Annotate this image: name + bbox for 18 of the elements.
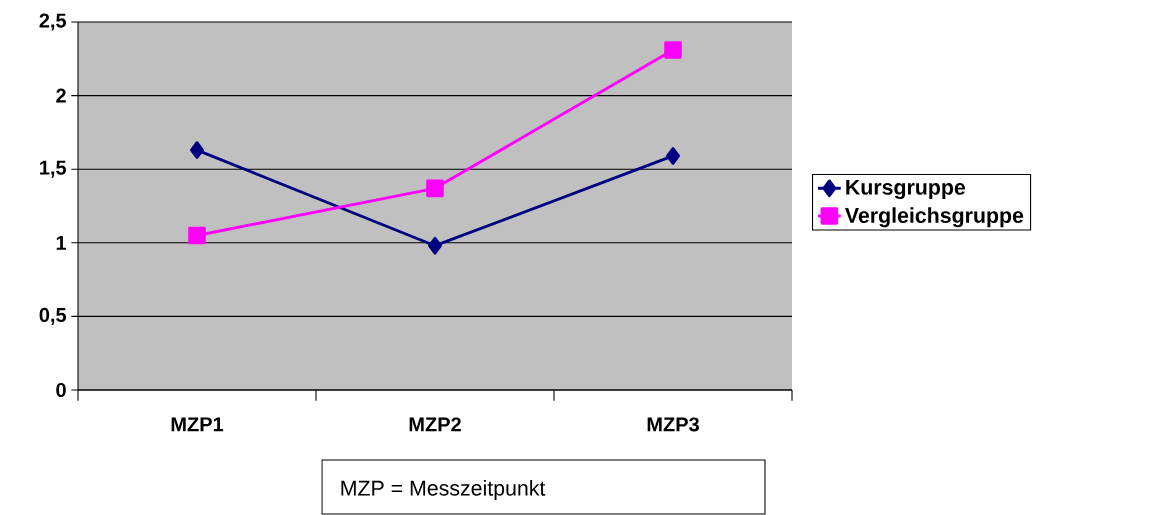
- y-tick-label: 1: [56, 235, 67, 250]
- y-tick-label: 0: [56, 382, 66, 398]
- y-tick-label: 1,5: [40, 160, 67, 178]
- point: [426, 179, 444, 198]
- x-tick-label: MZP1: [171, 417, 224, 432]
- point: [428, 236, 442, 255]
- text: MZP = Messzeitpunkt: [341, 480, 546, 500]
- point: [188, 226, 206, 245]
- y-tick-label: 2: [56, 88, 66, 103]
- y-tick-label: 0,5: [39, 307, 67, 325]
- legend-label: Vergleichsgruppe: [845, 207, 1024, 228]
- point: [190, 141, 204, 159]
- point: [664, 41, 682, 59]
- x-tick-label: MZP2: [409, 417, 461, 432]
- y-tick-label: 2,5: [39, 13, 67, 31]
- x-tick-label: MZP3: [647, 417, 699, 432]
- point: [666, 147, 680, 165]
- legend-label: Kursgruppe: [846, 179, 966, 200]
